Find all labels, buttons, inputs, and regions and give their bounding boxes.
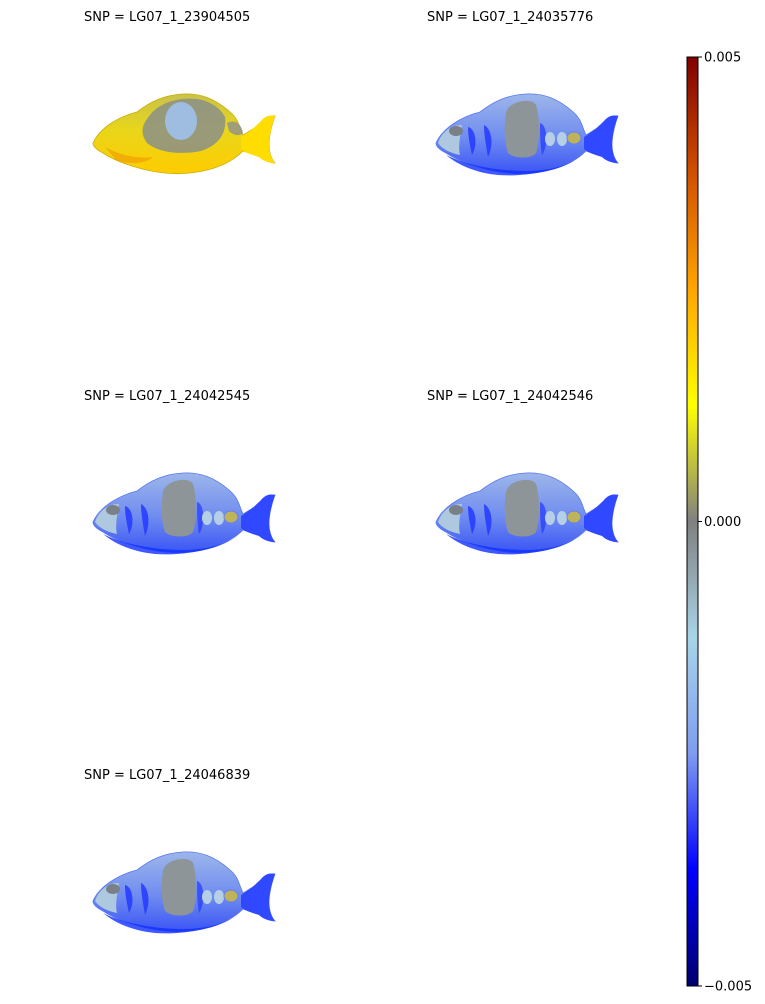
- fish-heatmap: [92, 851, 276, 934]
- panel-title: SNP = LG07_1_24042545: [84, 389, 250, 404]
- fish-spot: [557, 132, 567, 146]
- panel-title: SNP = LG07_1_24035776: [427, 10, 593, 25]
- fish-spot: [545, 511, 555, 525]
- fish-panel: SNP = LG07_1_23904505: [84, 10, 276, 175]
- fish-stripe: [141, 883, 149, 915]
- fish-spot: [202, 890, 212, 904]
- fish-panel: SNP = LG07_1_24042545: [84, 389, 276, 555]
- fish-spot: [214, 890, 224, 904]
- fish-stripe: [540, 502, 547, 534]
- fish-belly-patch: [446, 155, 574, 176]
- fish-stripe: [468, 127, 476, 155]
- fish-heatmap: [435, 93, 619, 176]
- fish-eye: [106, 505, 120, 515]
- fish-heatmap: [92, 472, 276, 555]
- fish-gray-patch: [161, 858, 196, 916]
- fish-tail: [241, 494, 275, 542]
- fish-eye: [106, 884, 120, 894]
- fish-tail: [584, 494, 618, 542]
- fish-eye: [449, 126, 463, 136]
- fish-stripe: [125, 885, 133, 913]
- fish-tail: [241, 873, 275, 921]
- fish-yellow-spot: [223, 510, 239, 524]
- fish-stripe: [197, 881, 204, 913]
- fish-heatmap: [435, 472, 619, 555]
- fish-stripe: [468, 506, 476, 534]
- fish-gray-patch: [504, 100, 539, 158]
- colorbar-tick-label: −0.005: [704, 980, 752, 995]
- fish-yellow-spot: [223, 889, 239, 903]
- fish-blue-patch: [165, 102, 197, 140]
- fish-stripe: [540, 123, 547, 155]
- fish-spot: [202, 511, 212, 525]
- colorbar: 0.005 0.000 −0.005: [686, 51, 752, 995]
- panel-title: SNP = LG07_1_24046839: [84, 768, 250, 783]
- fish-gray-patch: [227, 121, 243, 136]
- fish-stripe: [484, 125, 492, 157]
- fish-stripe: [484, 504, 492, 536]
- fish-yellow-spot: [566, 510, 582, 524]
- fish-gray-patch: [504, 479, 539, 537]
- fish-stripe: [197, 502, 204, 534]
- panel-grid: SNP = LG07_1_23904505 SNP = LG07_1_240357…: [84, 10, 619, 934]
- fish-spot: [545, 132, 555, 146]
- fish-tail: [584, 115, 618, 163]
- fish-orange-patch: [105, 147, 153, 164]
- fish-panel: SNP = LG07_1_24035776: [427, 10, 619, 176]
- fish-belly-patch: [446, 534, 574, 555]
- fish-tail: [241, 115, 275, 163]
- fish-belly-patch: [103, 913, 231, 934]
- fish-heatmap: [92, 93, 276, 175]
- fish-spot: [214, 511, 224, 525]
- fish-eye: [449, 505, 463, 515]
- fish-gray-patch: [161, 479, 196, 537]
- fish-panel: SNP = LG07_1_24046839: [84, 768, 276, 934]
- panel-title: SNP = LG07_1_24042546: [427, 389, 593, 404]
- fish-spot: [557, 511, 567, 525]
- fish-stripe: [125, 506, 133, 534]
- colorbar-tick-label: 0.005: [704, 51, 741, 66]
- fish-yellow-spot: [566, 131, 582, 145]
- panel-title: SNP = LG07_1_23904505: [84, 10, 250, 25]
- fish-stripe: [141, 504, 149, 536]
- colorbar-gradient: [687, 57, 698, 986]
- colorbar-tick-label: 0.000: [704, 515, 741, 530]
- fish-belly-patch: [103, 534, 231, 555]
- fish-panel: SNP = LG07_1_24042546: [427, 389, 619, 555]
